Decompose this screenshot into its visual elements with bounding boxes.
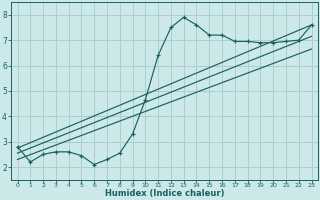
X-axis label: Humidex (Indice chaleur): Humidex (Indice chaleur) [105, 189, 224, 198]
